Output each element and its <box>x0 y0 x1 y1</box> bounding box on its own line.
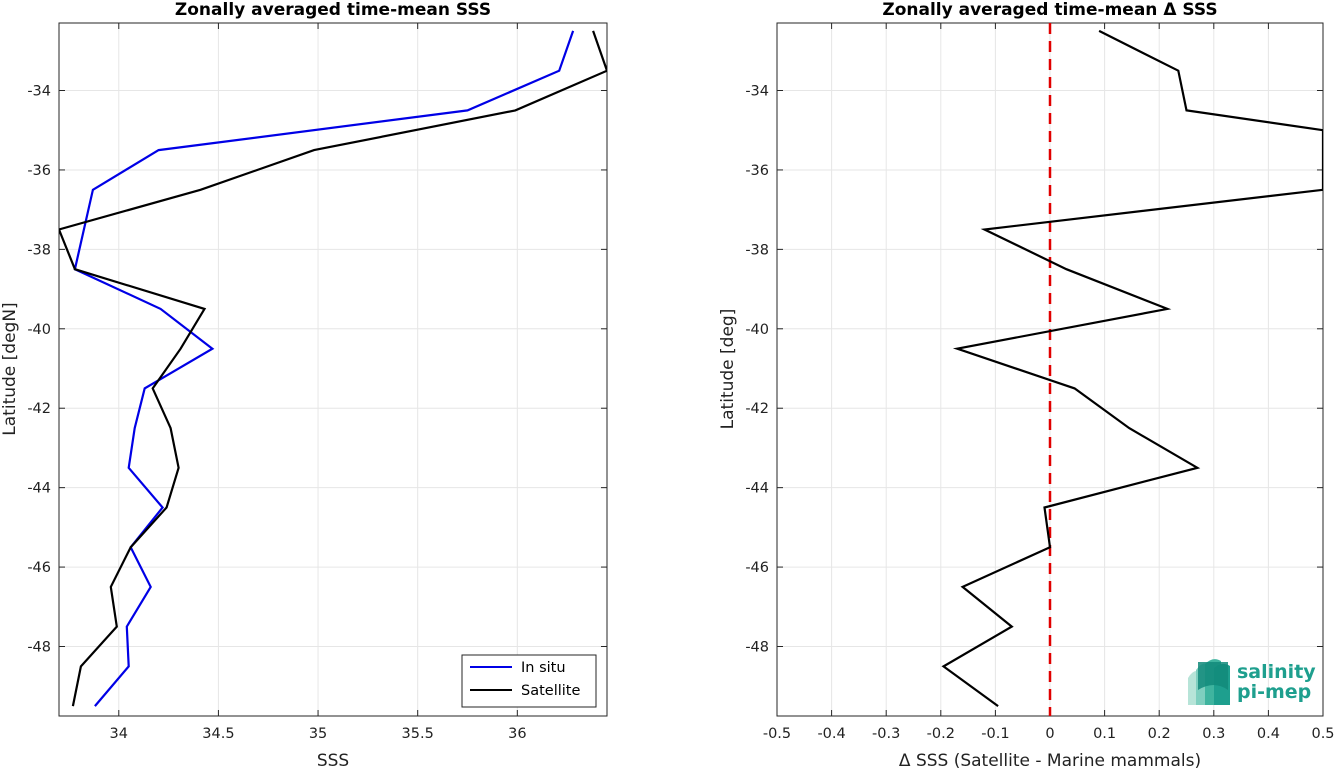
right-ticks: -0.5 -0.4 -0.3 -0.2 -0.1 0 0.1 0.2 0.3 0.4 0.5 -48 -… <box>745 23 1335 742</box>
x-tick-label: 0.4 <box>1257 726 1280 742</box>
right-x-axis-label: Δ SSS (Satellite - Marine mammals) <box>899 751 1201 769</box>
logo-text-line2: pi-mep <box>1237 681 1311 703</box>
y-tick-label: -42 <box>27 401 51 417</box>
x-tick-label: -0.1 <box>981 726 1009 742</box>
y-tick-label: -34 <box>745 84 769 100</box>
x-tick-label: -0.2 <box>927 726 955 742</box>
x-tick-label: -0.4 <box>817 726 845 742</box>
x-tick-label: 0.2 <box>1148 726 1171 742</box>
in-situ-series-line <box>73 30 575 707</box>
y-tick-label: -44 <box>27 481 51 497</box>
left-axes-box <box>58 22 608 717</box>
y-tick-label: -48 <box>745 640 769 656</box>
logo-text-line1: salinity <box>1237 661 1316 683</box>
right-series <box>941 29 1323 707</box>
x-tick-label: -0.5 <box>763 726 791 742</box>
right-y-axis-label: Latitude [deg] <box>718 309 738 430</box>
x-tick-label: 35.5 <box>402 726 434 742</box>
x-tick-label: 34.5 <box>202 726 234 742</box>
y-tick-label: -38 <box>27 242 51 258</box>
y-tick-label: -46 <box>745 560 769 576</box>
y-tick-label: -34 <box>27 84 51 100</box>
y-tick-label: -46 <box>27 560 51 576</box>
left-ticks: 34 34.5 35 35.5 36 -48 -46 -44 -42 -40 -38 -36 -34 <box>27 23 607 742</box>
x-tick-label: 0.5 <box>1311 726 1334 742</box>
y-tick-label: -48 <box>27 640 51 656</box>
x-tick-label: 0 <box>1045 726 1054 742</box>
left-panel: 34 34.5 35 35.5 36 -48 -46 -44 -42 -40 -38 -36 -34 Z… <box>0 0 608 769</box>
y-tick-label: -38 <box>745 242 769 258</box>
left-series <box>59 30 607 707</box>
y-tick-label: -40 <box>27 322 51 338</box>
y-tick-label: -44 <box>745 481 769 497</box>
left-x-axis-label: SSS <box>317 751 349 769</box>
x-tick-label: 34 <box>110 726 128 742</box>
y-tick-label: -40 <box>745 322 769 338</box>
y-tick-label: -36 <box>27 163 51 179</box>
x-tick-label: 0.3 <box>1202 726 1225 742</box>
left-y-axis-label: Latitude [degN] <box>0 302 20 435</box>
legend-label-in-situ: In situ <box>521 660 566 676</box>
satellite-series-line <box>59 30 607 707</box>
x-tick-label: -0.3 <box>872 726 900 742</box>
x-tick-label: 36 <box>508 726 526 742</box>
x-tick-label: 0.1 <box>1093 726 1116 742</box>
delta-sss-series-line <box>941 29 1323 707</box>
legend-box <box>461 654 597 708</box>
y-tick-label: -42 <box>745 401 769 417</box>
right-chart-title: Zonally averaged time-mean Δ SSS <box>882 0 1217 20</box>
y-tick-label: -36 <box>745 163 769 179</box>
wave-logo-icon <box>1188 659 1230 705</box>
x-tick-label: 35 <box>309 726 327 742</box>
salinity-pi-mep-logo: salinity pi-mep <box>1188 659 1316 705</box>
legend: In situ Satellite <box>461 654 597 708</box>
legend-label-satellite: Satellite <box>521 683 580 699</box>
left-chart-title: Zonally averaged time-mean SSS <box>175 0 491 20</box>
right-panel: -0.5 -0.4 -0.3 -0.2 -0.1 0 0.1 0.2 0.3 0.4 0.5 -48 -… <box>718 0 1335 769</box>
